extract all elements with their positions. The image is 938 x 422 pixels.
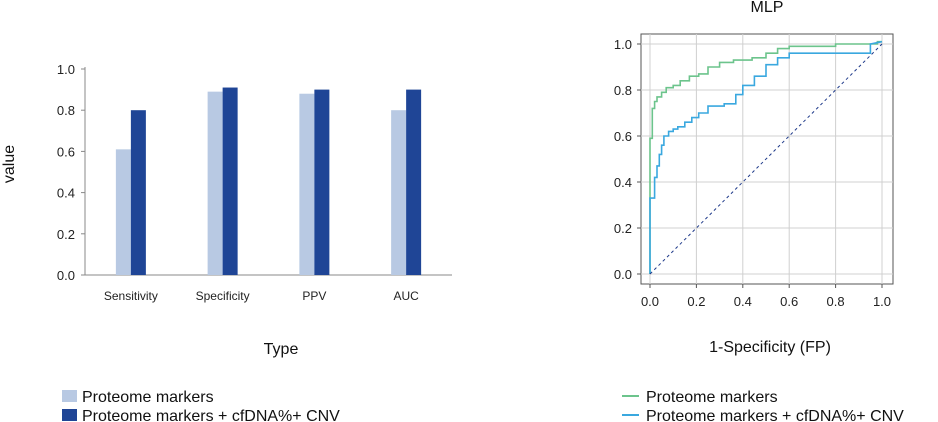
bar — [207, 91, 223, 275]
legend-label: Proteome markers + cfDNA%+ CNV — [82, 408, 340, 422]
roc-curve — [649, 40, 882, 274]
plot-frame — [640, 33, 894, 285]
legend-swatch — [62, 409, 77, 421]
y-tick-label: 0.6 — [57, 144, 75, 159]
x-axis-title: 1-Specificity (FP) — [709, 339, 831, 356]
bar — [115, 149, 131, 275]
x-tick-label: PPV — [302, 289, 326, 303]
legend-label: Proteome markers + cfDNA%+ CNV — [646, 408, 904, 422]
y-tick-label: 0.4 — [57, 186, 75, 201]
y-tick-label: 0.0 — [57, 268, 75, 283]
x-tick-label: Sensitivity — [104, 289, 158, 303]
chart-title: MLP — [751, 0, 784, 16]
diagonal-reference-line — [649, 43, 883, 275]
y-tick-label: 0.2 — [57, 227, 75, 242]
x-tick-label: 0.6 — [780, 294, 798, 309]
x-axis-title: Type — [264, 341, 299, 358]
x-tick-label: 1.0 — [873, 294, 891, 309]
bar — [130, 110, 146, 275]
bar — [299, 93, 315, 275]
bar — [406, 89, 422, 275]
x-tick-label: AUC — [393, 289, 419, 303]
legend-bar-chart: Proteome markers Proteome markers + cfDNA… — [62, 389, 340, 422]
y-tick-label: 0.8 — [614, 83, 632, 98]
bar — [314, 89, 330, 275]
roc-chart: 0.0 0.2 0.4 0.6 0.8 1.0 0.0 0.2 0.4 0.6 0.8 1.0 MLP 1… — [614, 0, 894, 356]
bar — [222, 87, 238, 275]
roc-curve — [649, 40, 883, 274]
x-tick-label: 0.8 — [827, 294, 845, 309]
bar — [391, 110, 407, 275]
y-tick-label: 0.0 — [614, 267, 632, 282]
bar-chart: 0.0 0.2 0.4 0.6 0.8 1.0 Sensitivity Specificity… — [1, 62, 452, 358]
legend-label: Proteome markers — [82, 389, 214, 406]
legend-label: Proteome markers — [646, 389, 778, 406]
y-tick-label: 0.8 — [57, 103, 75, 118]
y-tick-label: 1.0 — [614, 37, 632, 52]
x-tick-label: 0.0 — [641, 294, 659, 309]
legend-roc-chart: Proteome markers Proteome markers + cfDNA… — [622, 389, 904, 422]
x-tick-label: 0.2 — [687, 294, 705, 309]
y-tick-label: 0.4 — [614, 175, 632, 190]
x-tick-label: Specificity — [196, 289, 250, 303]
y-tick-label: 0.2 — [614, 221, 632, 236]
y-tick-label: 1.0 — [57, 62, 75, 77]
y-axis-title: value — [1, 145, 18, 183]
legend-swatch — [62, 390, 77, 402]
y-tick-label: 0.6 — [614, 129, 632, 144]
x-tick-label: 0.4 — [734, 294, 752, 309]
